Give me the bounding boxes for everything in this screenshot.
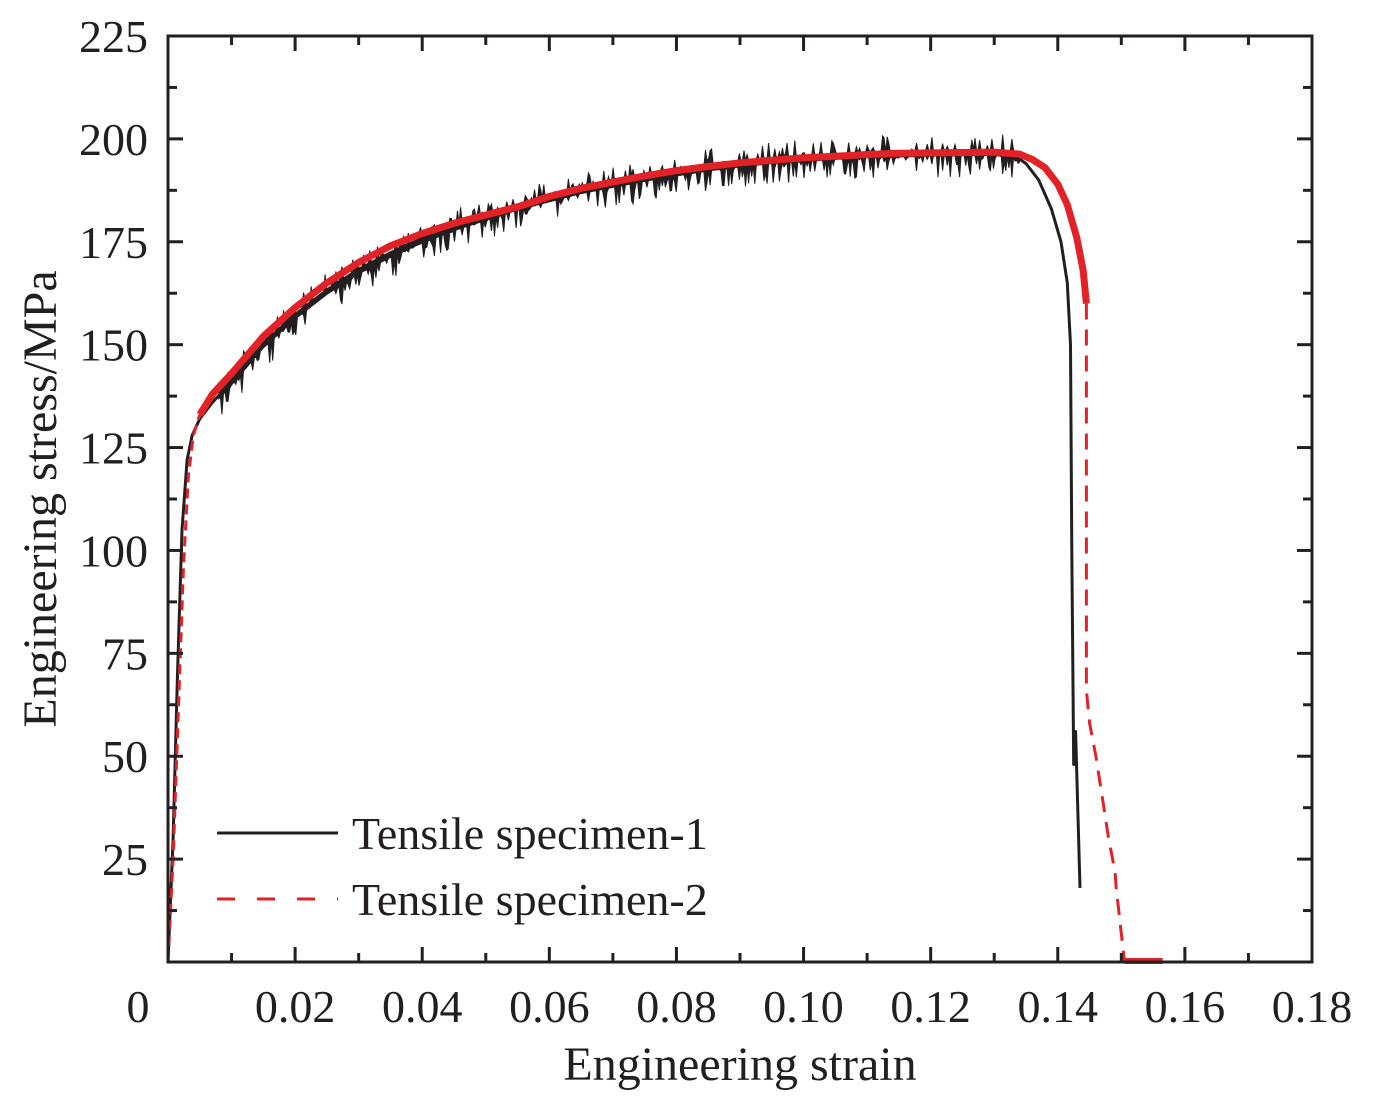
y-tick-label: 125 (79, 423, 148, 474)
x-tick-label: 0.02 (255, 981, 336, 1032)
y-tick-label: 100 (79, 525, 148, 576)
x-tick-label: 0.08 (636, 981, 717, 1032)
x-tick-label: 0.14 (1018, 981, 1099, 1032)
x-axis-title: Engineering strain (563, 1038, 916, 1091)
y-tick-label: 200 (79, 114, 148, 165)
x-tick-label: 0.16 (1145, 981, 1226, 1032)
series-2-fracture-dashed (1084, 303, 1126, 963)
series-2-line (196, 148, 1090, 417)
legend-label-specimen-2: Tensile specimen-2 (352, 874, 708, 925)
y-tick-label: 175 (79, 217, 148, 268)
y-tick-label: 50 (102, 731, 148, 782)
y-axis-title: Engineering stress/MPa (14, 270, 67, 727)
y-tick-label: 75 (102, 628, 148, 679)
y-tick-labels: 25 50 75 100 125 150 175 200 225 (79, 11, 148, 885)
x-tick-label: 0.18 (1272, 981, 1353, 1032)
y-tick-label: 225 (79, 11, 148, 62)
legend-label-specimen-1: Tensile specimen-1 (352, 808, 708, 859)
legend: Tensile specimen-1 Tensile specimen-2 (217, 808, 708, 925)
y-tick-label: 150 (79, 320, 148, 371)
x-tick-label: 0.10 (763, 981, 844, 1032)
x-tick-label: 0.04 (382, 981, 463, 1032)
x-tick-labels: 0 0.02 0.04 0.06 0.08 0.10 0.12 0.14 0.16 0.18 (127, 981, 1353, 1032)
y-tick-label: 25 (102, 834, 148, 885)
x-tick-label: 0.12 (890, 981, 971, 1032)
ticks-layer (168, 36, 1312, 962)
x-tick-label: 0 (127, 981, 150, 1032)
x-tick-label: 0.06 (509, 981, 590, 1032)
